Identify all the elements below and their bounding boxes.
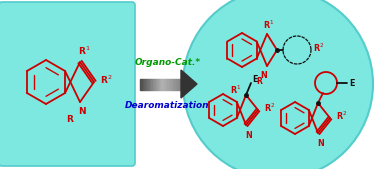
Text: R$^2$: R$^2$ [100, 74, 112, 86]
Bar [180, 78, 181, 90]
Bar [149, 78, 150, 90]
Bar [159, 78, 160, 90]
Bar [147, 78, 149, 90]
Text: R$^1$: R$^1$ [78, 45, 90, 57]
Bar [154, 78, 156, 90]
Bar [141, 78, 143, 90]
Text: E: E [349, 78, 355, 88]
Bar [179, 78, 180, 90]
Text: R$^2$: R$^2$ [336, 110, 348, 122]
Bar [169, 78, 170, 90]
Text: R$^2$: R$^2$ [264, 102, 276, 114]
Bar [172, 78, 173, 90]
Bar [164, 78, 166, 90]
Bar [161, 78, 163, 90]
Bar [140, 78, 141, 90]
Bar [146, 78, 147, 90]
Bar [176, 78, 177, 90]
Bar [163, 78, 164, 90]
Bar [144, 78, 146, 90]
Text: Organo-Cat.*: Organo-Cat.* [135, 58, 201, 67]
Text: R: R [67, 115, 73, 125]
Bar [157, 78, 159, 90]
Bar [170, 78, 172, 90]
Bar [156, 78, 157, 90]
Text: R$^2$: R$^2$ [313, 42, 325, 54]
Text: R$^1$: R$^1$ [263, 19, 275, 31]
Text: N: N [78, 106, 86, 115]
Bar [143, 78, 144, 90]
Text: E: E [252, 76, 258, 84]
Text: N: N [318, 139, 324, 148]
FancyBboxPatch shape [0, 2, 135, 166]
Text: R: R [256, 78, 262, 87]
Bar [167, 78, 169, 90]
Bar [166, 78, 167, 90]
Bar [173, 78, 174, 90]
Bar [181, 78, 183, 90]
Circle shape [183, 0, 373, 169]
Bar [160, 78, 161, 90]
Text: N: N [260, 70, 267, 79]
Bar [174, 78, 176, 90]
Bar [177, 78, 179, 90]
Text: Dearomatization: Dearomatization [125, 101, 210, 110]
Bar [153, 78, 154, 90]
Text: N: N [246, 130, 253, 139]
Text: R$^1$: R$^1$ [230, 84, 242, 96]
Polygon shape [181, 70, 197, 98]
Bar [152, 78, 153, 90]
Bar [150, 78, 152, 90]
